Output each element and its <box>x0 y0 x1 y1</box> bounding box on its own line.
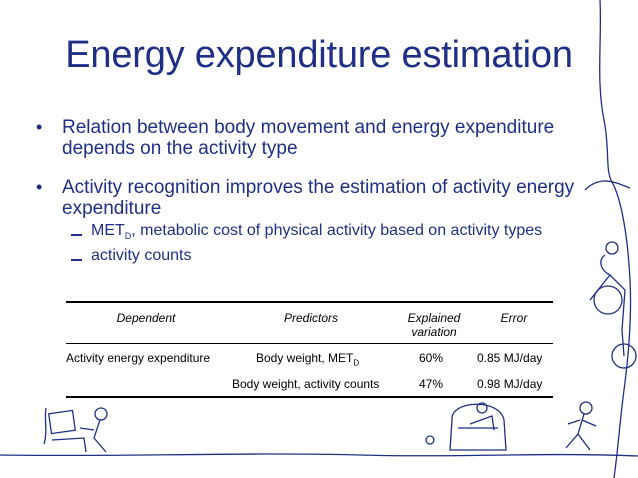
subbullet-activity-counts: activity counts <box>70 247 192 264</box>
border-line-bottom <box>0 453 638 457</box>
header-error: Error <box>500 311 528 325</box>
table-header-rule <box>66 343 553 344</box>
border-line-right <box>599 0 632 478</box>
table-row-2-explained: 47% <box>419 377 444 391</box>
subbullet-metd-subscript: D <box>124 231 132 242</box>
subbullet-metd: METD, metabolic cost of physical activit… <box>70 222 543 242</box>
table-row-1-error: 0.85 MJ/day <box>477 351 543 365</box>
cyclist-icon <box>584 180 637 369</box>
header-dependent: Dependent <box>116 311 176 325</box>
table-row-1-explained: 60% <box>419 351 444 365</box>
table-bottom-rule <box>66 396 553 398</box>
header-predictors: Predictors <box>283 311 339 325</box>
table-row-1-predictors-main: Body weight, MET <box>256 351 354 365</box>
subbullet-metd-rest: , metabolic cost of physical activity ba… <box>131 222 543 239</box>
table-row-2-error: 0.98 MJ/day <box>477 377 543 391</box>
sofa-reader-icon <box>425 402 507 451</box>
header-explained-line1: Explained <box>407 311 461 325</box>
bullet-2: Activity recognition improves the estima… <box>36 177 582 219</box>
header-explained-line2: variation <box>411 325 457 339</box>
runner-icon <box>565 401 597 451</box>
slide-title: Energy expenditure estimation <box>65 34 573 76</box>
computer-user-icon <box>43 407 108 453</box>
table-row-2-predictors: Body weight, activity counts <box>232 377 380 391</box>
table-top-rule <box>66 301 553 303</box>
table-row-1-predictors-subscript: D <box>353 358 360 368</box>
table-row-1-predictors: Body weight, METD <box>256 351 359 367</box>
table-row-1-dependent: Activity energy expenditure <box>66 351 211 365</box>
bullet-1: Relation between body movement and energ… <box>36 117 582 159</box>
subbullet-metd-main: MET <box>91 222 125 239</box>
